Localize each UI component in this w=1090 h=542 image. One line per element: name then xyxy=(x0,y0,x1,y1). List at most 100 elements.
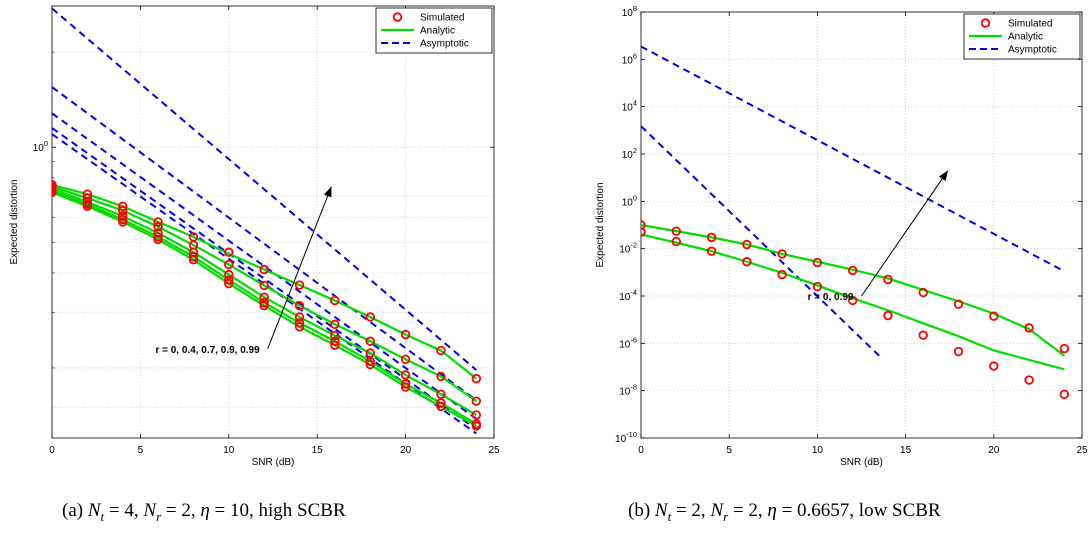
x-tick-label: 5 xyxy=(138,445,144,456)
caption-symbol: η xyxy=(200,500,210,521)
simulated-point xyxy=(436,398,446,408)
simulated-point xyxy=(883,310,893,321)
legend-marker-simulated xyxy=(980,18,991,28)
simulated-point xyxy=(330,331,340,341)
legend-label: Asymptotic xyxy=(420,39,469,50)
simulated-point xyxy=(224,247,234,257)
analytic-line xyxy=(641,223,1066,357)
legend-label: Simulated xyxy=(420,13,464,24)
caption-subscript: t xyxy=(667,508,672,524)
simulated-point xyxy=(847,295,858,306)
simulated-point xyxy=(812,281,823,292)
simulated-point xyxy=(188,255,199,265)
caption-symbol: N xyxy=(143,500,157,521)
simulated-point xyxy=(436,389,446,400)
caption-subscript: t xyxy=(100,508,105,524)
caption-text: = 4, xyxy=(104,500,144,521)
simulated-point xyxy=(188,252,199,262)
x-tick-label: 0 xyxy=(638,445,644,456)
y-tick-label: 100 xyxy=(33,139,48,154)
simulated-point xyxy=(400,370,411,380)
simulated-point xyxy=(330,319,340,329)
simulated-point xyxy=(365,312,375,322)
simulated-point xyxy=(118,201,128,211)
caption-subscript: r xyxy=(156,508,162,524)
simulated-point xyxy=(259,280,269,291)
series-layer xyxy=(52,7,482,435)
figure: 0 5 10 15 20 25 100 SNR (dB) Expected distortion… xyxy=(9,4,1088,468)
y-tick-label: 100 xyxy=(622,193,637,208)
simulated-point xyxy=(330,295,340,306)
simulated-point xyxy=(436,345,446,356)
asymptotic-line xyxy=(52,112,477,420)
annotation-arrow xyxy=(267,186,332,349)
simulated-point xyxy=(224,269,234,280)
caption-symbol: η xyxy=(767,500,777,521)
simulated-point xyxy=(118,205,128,216)
simulated-point xyxy=(259,264,269,275)
x-axis-label: SNR (dB) xyxy=(840,457,883,468)
simulated-point xyxy=(400,329,411,340)
simulated-point xyxy=(82,201,93,211)
y-axis-label: Expected distortion xyxy=(595,182,606,267)
simulated-point xyxy=(706,232,717,243)
simulated-point xyxy=(259,300,269,311)
annotation-arrow xyxy=(861,170,949,297)
legend-label: Analytic xyxy=(1008,32,1043,43)
caption-text: = 2, xyxy=(161,500,201,521)
legend-marker-simulated xyxy=(392,12,403,22)
simulated-point xyxy=(153,217,163,227)
x-tick-label: 5 xyxy=(726,445,732,456)
simulated-point xyxy=(671,236,681,247)
simulated-point xyxy=(812,257,823,268)
caption-subscript: r xyxy=(723,508,729,524)
x-tick-label: 20 xyxy=(400,445,412,456)
asymptotic-line xyxy=(52,7,477,371)
x-tick-label: 15 xyxy=(312,445,324,456)
x-tick-label: 10 xyxy=(812,445,824,456)
simulated-point xyxy=(400,379,411,389)
simulated-point xyxy=(153,234,163,245)
simulated-point xyxy=(294,312,305,322)
simulated-point xyxy=(471,373,482,384)
simulated-point xyxy=(224,278,234,289)
y-tick-label: 104 xyxy=(622,99,637,114)
simulated-point xyxy=(1059,343,1070,354)
simulated-point xyxy=(365,356,375,366)
caption-symbol: N xyxy=(710,500,724,521)
caption-tag: (b) xyxy=(628,500,655,521)
legend-label: Simulated xyxy=(1008,19,1052,30)
simulated-point xyxy=(953,346,964,357)
simulated-point xyxy=(400,354,411,365)
simulated-point xyxy=(436,401,446,412)
legend-label: Asymptotic xyxy=(1008,45,1057,56)
chart-b: 0 5 10 15 20 25 10-10 10-8 10-6 10-4 10-2 100 102 104… xyxy=(595,4,1088,468)
simulated-point xyxy=(471,396,482,406)
simulated-point xyxy=(471,410,482,420)
caption-text: = 2, xyxy=(671,500,711,521)
y-axis-label: Expected distortion xyxy=(9,179,20,264)
simulated-point xyxy=(671,226,681,236)
caption-text: = 10, high SCBR xyxy=(209,500,346,521)
caption-text: = 2, xyxy=(728,500,768,521)
simulated-point xyxy=(365,336,375,346)
caption-tag: (a) xyxy=(62,500,88,521)
annotation-arrowhead xyxy=(323,186,332,198)
x-tick-label: 0 xyxy=(49,445,55,456)
legend: Simulated Analytic Asymptotic xyxy=(963,13,1081,60)
simulated-point xyxy=(918,287,928,298)
simulated-point xyxy=(294,318,305,328)
x-axis-label: SNR (dB) xyxy=(252,457,295,468)
simulated-point xyxy=(953,299,964,309)
grid xyxy=(641,12,1082,438)
caption-text: = 0.6657, low SCBR xyxy=(776,500,941,521)
legend-label: Analytic xyxy=(420,26,455,37)
simulated-point xyxy=(641,227,646,237)
x-tick-label: 25 xyxy=(1076,445,1088,456)
caption-symbol: N xyxy=(87,500,101,521)
series-layer xyxy=(641,45,1070,400)
caption-b: (b) Nt = 2, Nr = 2, η = 0.6657, low SCBR xyxy=(628,500,941,525)
y-tick-label: 10-2 xyxy=(619,241,637,256)
simulated-point xyxy=(294,280,305,290)
simulated-point xyxy=(365,359,375,370)
